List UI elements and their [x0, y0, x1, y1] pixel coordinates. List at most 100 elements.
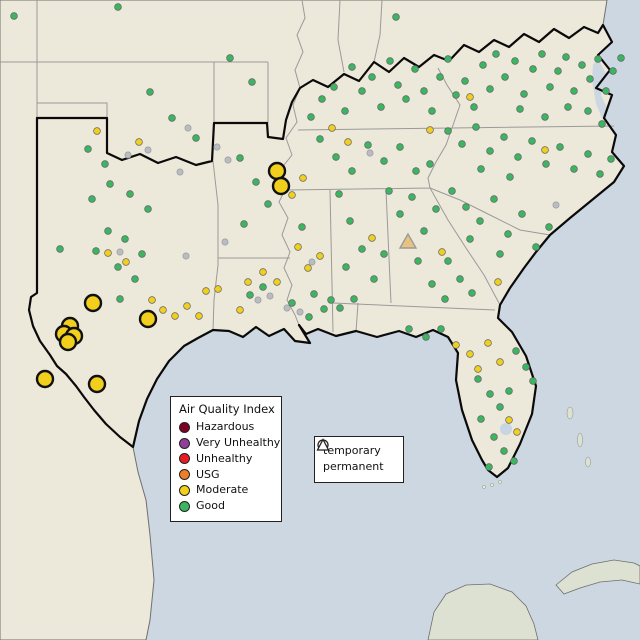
- monitor-good[interactable]: [420, 227, 428, 235]
- monitor-good[interactable]: [452, 91, 460, 99]
- monitor-good[interactable]: [562, 53, 570, 61]
- monitor-moderate[interactable]: [104, 249, 112, 257]
- monitor-good[interactable]: [131, 275, 139, 283]
- monitor-good[interactable]: [346, 217, 354, 225]
- monitor-good[interactable]: [420, 87, 428, 95]
- monitor-good[interactable]: [394, 81, 402, 89]
- monitor-good[interactable]: [456, 275, 464, 283]
- monitor-good[interactable]: [246, 291, 254, 299]
- monitor-good[interactable]: [101, 160, 109, 168]
- monitor-good[interactable]: [474, 375, 482, 383]
- monitor-good[interactable]: [506, 173, 514, 181]
- monitor-good[interactable]: [479, 61, 487, 69]
- monitor-good[interactable]: [511, 57, 519, 65]
- monitor-good[interactable]: [264, 200, 272, 208]
- monitor-temporary-moderate[interactable]: [58, 332, 78, 352]
- monitor-missing[interactable]: [182, 252, 190, 260]
- monitor-moderate[interactable]: [513, 428, 521, 436]
- monitor-good[interactable]: [542, 160, 550, 168]
- monitor-missing[interactable]: [144, 146, 152, 154]
- monitor-good[interactable]: [504, 230, 512, 238]
- monitor-good[interactable]: [516, 105, 524, 113]
- monitor-good[interactable]: [598, 120, 606, 128]
- monitor-good[interactable]: [298, 223, 306, 231]
- monitor-missing[interactable]: [283, 304, 291, 312]
- monitor-good[interactable]: [368, 73, 376, 81]
- monitor-good[interactable]: [56, 245, 64, 253]
- monitor-missing[interactable]: [308, 258, 316, 266]
- monitor-temporary-moderate[interactable]: [138, 309, 158, 329]
- monitor-good[interactable]: [405, 325, 413, 333]
- monitor-moderate[interactable]: [294, 243, 302, 251]
- monitor-good[interactable]: [468, 289, 476, 297]
- monitor-good[interactable]: [192, 134, 200, 142]
- monitor-good[interactable]: [512, 347, 520, 355]
- monitor-moderate[interactable]: [122, 258, 130, 266]
- monitor-good[interactable]: [92, 247, 100, 255]
- monitor-good[interactable]: [305, 313, 313, 321]
- monitor-moderate[interactable]: [494, 278, 502, 286]
- monitor-moderate[interactable]: [244, 278, 252, 286]
- monitor-good[interactable]: [104, 227, 112, 235]
- monitor-moderate[interactable]: [496, 358, 504, 366]
- monitor-good[interactable]: [146, 88, 154, 96]
- monitor-missing[interactable]: [221, 238, 229, 246]
- monitor-good[interactable]: [505, 387, 513, 395]
- monitor-good[interactable]: [370, 275, 378, 283]
- monitor-moderate[interactable]: [438, 248, 446, 256]
- monitor-good[interactable]: [412, 167, 420, 175]
- monitor-good[interactable]: [307, 113, 315, 121]
- monitor-moderate[interactable]: [316, 252, 324, 260]
- monitor-missing[interactable]: [176, 168, 184, 176]
- monitor-good[interactable]: [596, 170, 604, 178]
- monitor-missing[interactable]: [366, 149, 374, 157]
- monitor-good[interactable]: [350, 295, 358, 303]
- monitor-good[interactable]: [529, 65, 537, 73]
- monitor-moderate[interactable]: [195, 312, 203, 320]
- monitor-good[interactable]: [472, 123, 480, 131]
- monitor-moderate[interactable]: [135, 138, 143, 146]
- monitor-good[interactable]: [330, 83, 338, 91]
- monitor-good[interactable]: [396, 210, 404, 218]
- monitor-good[interactable]: [444, 127, 452, 135]
- monitor-good[interactable]: [556, 143, 564, 151]
- monitor-good[interactable]: [444, 257, 452, 265]
- monitor-good[interactable]: [226, 54, 234, 62]
- monitor-missing[interactable]: [552, 201, 560, 209]
- monitor-moderate[interactable]: [171, 312, 179, 320]
- monitor-good[interactable]: [342, 263, 350, 271]
- monitor-moderate[interactable]: [273, 278, 281, 286]
- monitor-good[interactable]: [607, 155, 615, 163]
- monitor-good[interactable]: [500, 447, 508, 455]
- monitor-good[interactable]: [570, 165, 578, 173]
- monitor-good[interactable]: [380, 250, 388, 258]
- monitor-good[interactable]: [486, 85, 494, 93]
- monitor-good[interactable]: [602, 87, 610, 95]
- monitor-good[interactable]: [546, 83, 554, 91]
- monitor-good[interactable]: [168, 114, 176, 122]
- monitor-good[interactable]: [538, 50, 546, 58]
- monitor-temporary-moderate[interactable]: [35, 369, 55, 389]
- monitor-good[interactable]: [594, 55, 602, 63]
- monitor-good[interactable]: [348, 63, 356, 71]
- monitor-good[interactable]: [288, 299, 296, 307]
- monitor-good[interactable]: [88, 195, 96, 203]
- monitor-moderate[interactable]: [159, 306, 167, 314]
- monitor-good[interactable]: [336, 304, 344, 312]
- monitor-good[interactable]: [380, 157, 388, 165]
- monitor-moderate[interactable]: [202, 287, 210, 295]
- monitor-good[interactable]: [554, 67, 562, 75]
- monitor-good[interactable]: [396, 143, 404, 151]
- monitor-permanent[interactable]: [398, 232, 418, 249]
- monitor-good[interactable]: [490, 195, 498, 203]
- monitor-good[interactable]: [335, 190, 343, 198]
- monitor-good[interactable]: [609, 67, 617, 75]
- monitor-good[interactable]: [501, 73, 509, 81]
- monitor-good[interactable]: [586, 75, 594, 83]
- monitor-good[interactable]: [428, 107, 436, 115]
- monitor-good[interactable]: [426, 160, 434, 168]
- monitor-good[interactable]: [477, 415, 485, 423]
- monitor-good[interactable]: [114, 263, 122, 271]
- monitor-good[interactable]: [529, 377, 537, 385]
- monitor-moderate[interactable]: [299, 174, 307, 182]
